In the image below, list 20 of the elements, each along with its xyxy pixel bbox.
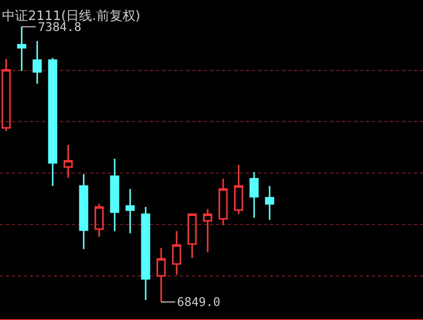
candlestick [32, 40, 42, 84]
candlestick [265, 185, 274, 221]
candlestick [48, 57, 58, 187]
candlestick [203, 208, 212, 253]
candlestick [234, 164, 244, 215]
candlestick [126, 188, 135, 234]
candlestick [64, 144, 73, 178]
candlestick [17, 26, 26, 72]
candlestick [141, 206, 150, 301]
candlestick [172, 230, 182, 276]
annotation: 6849.0 [177, 295, 220, 309]
candlestick [188, 213, 197, 259]
candlestick [110, 158, 120, 232]
candlestick [94, 203, 104, 238]
candlestick [79, 173, 88, 250]
annotation: 7384.8 [38, 20, 82, 34]
candlestick [218, 178, 228, 226]
candlestick [2, 58, 11, 132]
candlestick [156, 247, 166, 303]
candlestick [250, 171, 259, 219]
